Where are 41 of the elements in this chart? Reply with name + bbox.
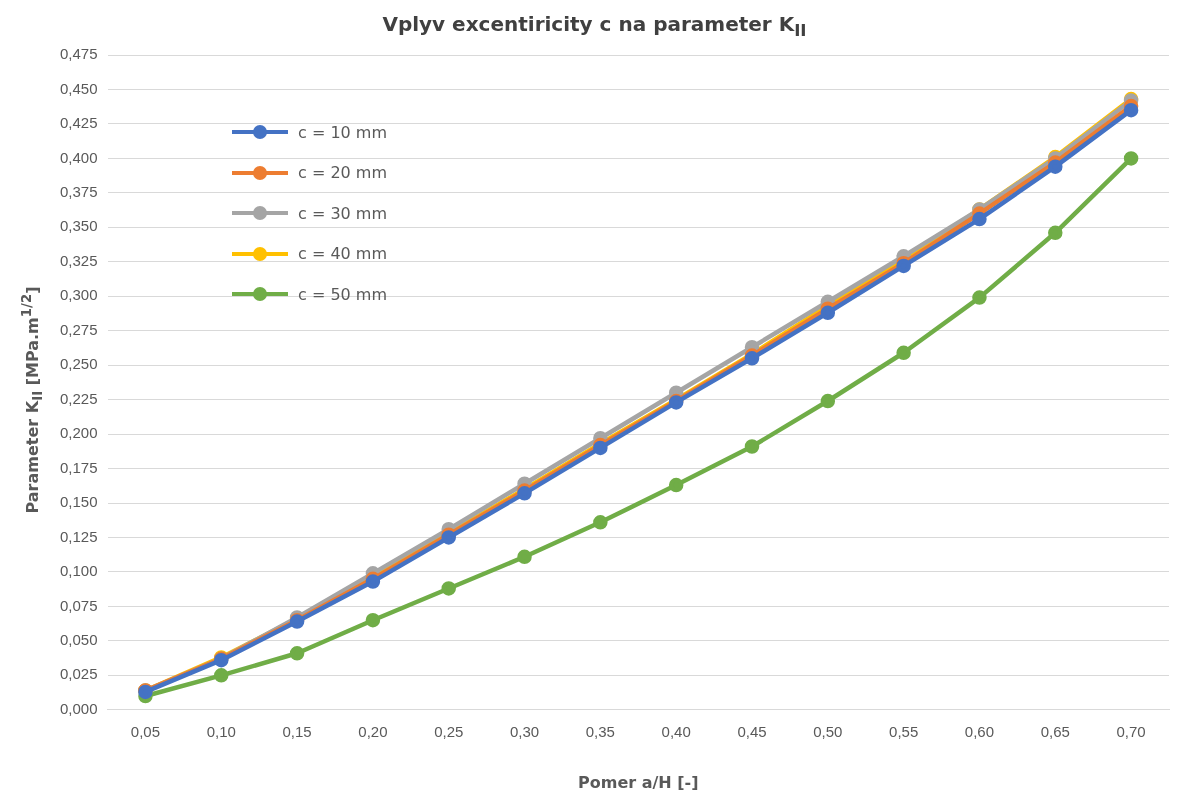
y-tick-label: 0,225 [59,389,98,407]
x-tick-label: 0,05 [130,722,161,740]
legend-label: c = 50 mm [298,284,387,304]
x-tick-label: 0,35 [585,722,615,740]
y-tick-label: 0,250 [59,355,98,373]
legend-label: c = 30 mm [298,203,387,223]
y-tick-label: 0,450 [59,79,98,97]
y-tick-label: 0,200 [59,424,98,442]
x-tick-label: 0,30 [509,722,540,740]
x-tick-label: 0,15 [282,722,312,740]
y-tick-label: 0,350 [59,217,98,235]
x-tick-label: 0,70 [1116,722,1146,740]
y-tick-label: 0,475 [59,45,98,63]
x-tick-label: 0,40 [661,722,691,740]
y-tick-label: 0,400 [59,148,98,166]
x-tick-label: 0,10 [206,722,236,740]
x-axis-title: Pomer a/H [-] [577,772,699,792]
x-tick-label: 0,50 [813,722,843,740]
y-tick-label: 0,375 [59,182,98,200]
x-tick-label: 0,45 [737,722,767,740]
y-tick-label: 0,100 [59,562,98,580]
legend-label: c = 10 mm [298,122,387,142]
y-tick-label: 0,025 [59,665,98,683]
x-tick-label: 0,55 [889,722,919,740]
y-tick-label: 0,275 [59,320,98,338]
y-tick-label: 0,300 [59,286,98,304]
y-tick-label: 0,425 [59,114,98,132]
legend-label: c = 20 mm [298,163,387,183]
chart-title: Vplyv excentiricity c na parameter K$_{II}$ [381,12,808,40]
x-tick-label: 0,25 [434,722,464,740]
legend-label: c = 40 mm [298,244,387,264]
y-tick-label: 0,075 [59,596,98,614]
x-tick-label: 0,20 [358,722,388,740]
y-tick-label: 0,000 [59,699,98,717]
y-tick-label: 0,325 [59,251,98,269]
y-tick-label: 0,050 [59,631,98,649]
y-tick-label: 0,150 [59,493,98,511]
y-tick-label: 0,175 [59,458,98,476]
x-tick-label: 0,65 [1040,722,1070,740]
y-tick-label: 0,125 [59,527,98,545]
x-tick-label: 0,60 [964,722,995,740]
